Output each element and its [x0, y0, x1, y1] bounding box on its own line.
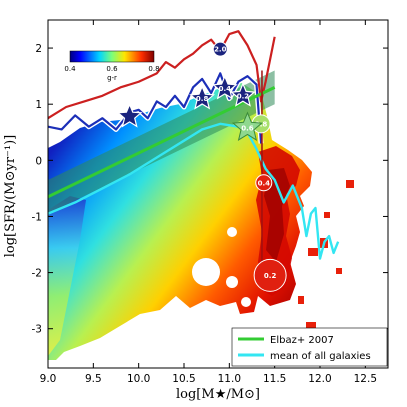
- x-tick-label: 11.0: [218, 373, 241, 385]
- density-outliers: [298, 180, 354, 330]
- legend: Elbaz+ 2007 mean of all galaxies: [231, 327, 388, 367]
- x-tick-label: 10.5: [172, 373, 195, 385]
- annotation-marker: [189, 85, 215, 110]
- x-tick-label: 12.5: [354, 373, 377, 385]
- density-outlier: [346, 180, 354, 188]
- annotation-marker: [255, 174, 273, 192]
- density-holes: [192, 227, 251, 307]
- elbaz-line: [48, 86, 276, 199]
- annotation-label: 0.2: [237, 92, 250, 100]
- annotation-marker: [253, 258, 287, 292]
- y-axis-label: log[SFR/(M⊙yr⁻¹)]: [3, 135, 18, 258]
- x-tick-label: 11.5: [263, 373, 286, 385]
- y-tick-label: -1: [32, 211, 42, 223]
- y-axis: -3 -2 -1 0 1 2: [32, 43, 388, 336]
- x-tick-label: 10.0: [127, 373, 150, 385]
- density-outlier: [324, 212, 330, 218]
- x-tick-label: 12.0: [308, 373, 331, 385]
- density-left-tail: [48, 196, 86, 356]
- annotation-marker: [230, 82, 256, 107]
- y-tick-label: -3: [32, 324, 42, 336]
- colorbar-tick: 0.8: [148, 65, 159, 73]
- annotation-label: 2.0: [214, 46, 227, 54]
- x-tick-label: 9.0: [40, 373, 57, 385]
- legend-label-mean: mean of all galaxies: [270, 351, 371, 362]
- colorbar: 0.4 0.6 0.8 g-r: [64, 50, 160, 82]
- annotation-label: 0.4: [258, 179, 271, 187]
- blue-contour-line: [48, 72, 263, 144]
- density-hole: [192, 258, 220, 286]
- colorbar-tick: 0.4: [64, 65, 76, 73]
- density-outlier: [336, 268, 342, 274]
- y-tick-label: 0: [35, 155, 42, 167]
- plot-frame: [47, 19, 389, 369]
- red-envelope-line: [48, 30, 276, 120]
- annotation-marker: [211, 74, 238, 100]
- x-axis-label: log[M★/M⊙]: [176, 387, 260, 402]
- density-hole: [226, 276, 238, 288]
- y-tick-label: 1: [35, 99, 42, 111]
- annotation-label: 0.6: [241, 124, 254, 132]
- density-outlier: [308, 248, 318, 256]
- density-hole: [227, 227, 237, 237]
- colorbar-label: g-r: [107, 74, 117, 82]
- annotation-marker: [231, 111, 263, 141]
- annotation-label: 0.8: [255, 120, 268, 128]
- chart-marks: 2.00.80.40.20.80.60.40.2: [48, 30, 340, 292]
- annotation-marker: [212, 41, 228, 57]
- density-outlier: [306, 322, 316, 330]
- annotation-label: 0.2: [264, 272, 277, 280]
- mean-line: [48, 122, 340, 260]
- colorbar-tick: 0.6: [106, 65, 118, 73]
- density-dark-core: [264, 168, 290, 262]
- annotation-label: 0.8: [196, 95, 209, 103]
- density-hole: [241, 297, 251, 307]
- legend-label-elbaz: Elbaz+ 2007: [270, 335, 334, 346]
- density-outlier: [298, 296, 304, 304]
- legend-box: [231, 327, 388, 367]
- annotation-marker: [116, 102, 143, 128]
- y-tick-label: -2: [32, 268, 42, 280]
- annotation-label: 0.4: [219, 85, 232, 93]
- y-tick-label: 2: [35, 43, 42, 55]
- colorbar-gradient: [69, 50, 155, 63]
- x-tick-label: 9.5: [85, 373, 102, 385]
